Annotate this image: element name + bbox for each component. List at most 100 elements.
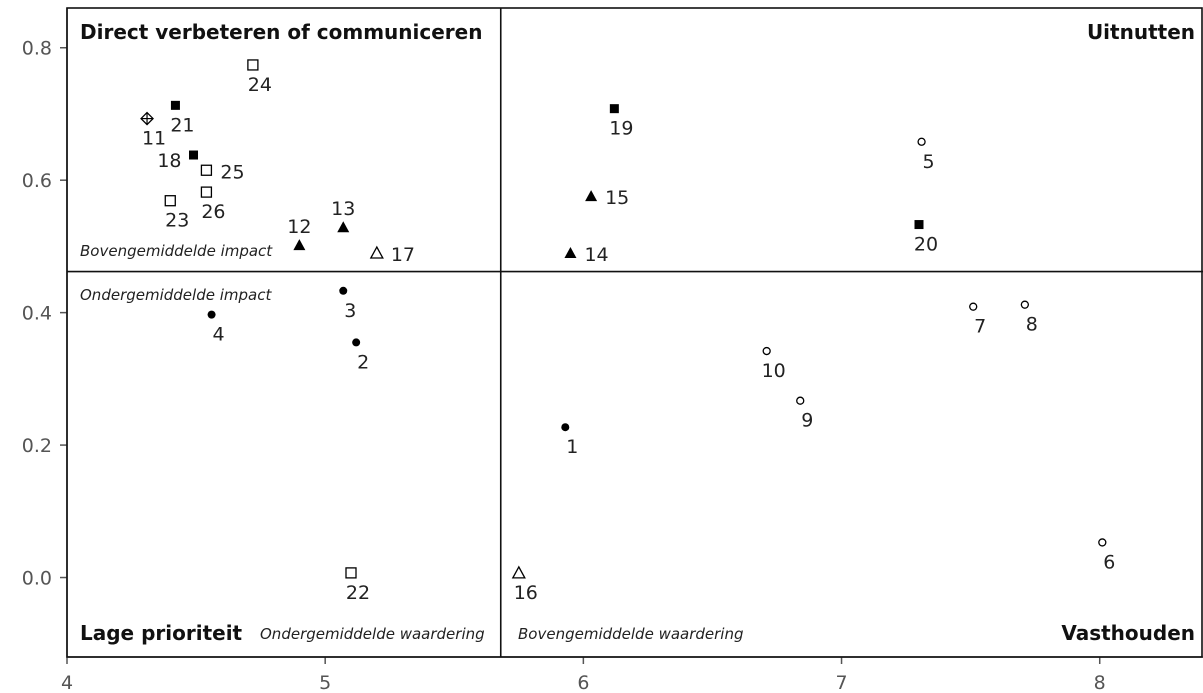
marker-filled-triangle	[564, 247, 577, 259]
data-point-9: 9	[796, 396, 813, 432]
marker-open-circle	[1098, 538, 1107, 547]
marker-open-square	[164, 195, 176, 207]
data-point-4: 4	[207, 310, 225, 346]
plot-frame	[66, 7, 1203, 658]
marker-open-circle	[969, 302, 978, 311]
data-point-label: 16	[514, 582, 538, 604]
data-point-label: 17	[391, 244, 415, 266]
marker-filled-circle	[207, 310, 216, 319]
data-point-label: 20	[914, 234, 938, 256]
data-point-13: 13	[331, 198, 355, 233]
note-below-average-rating: Ondergemiddelde waardering	[260, 625, 485, 643]
data-point-19: 19	[609, 104, 633, 140]
marker-open-square	[247, 59, 259, 71]
marker-filled-circle	[561, 423, 570, 432]
data-point-11: 11	[140, 111, 166, 150]
data-point-label: 5	[923, 151, 935, 173]
data-point-10: 10	[762, 346, 786, 382]
note-above-average-rating: Bovengemiddelde waardering	[518, 625, 744, 643]
data-point-7: 7	[969, 302, 986, 338]
data-point-label: 3	[344, 300, 356, 322]
y-tick-label: 0.8	[22, 38, 52, 60]
marker-filled-triangle	[337, 221, 350, 233]
quadrant-title-bottom-right: Vasthouden	[1061, 621, 1195, 645]
data-point-21: 21	[170, 100, 195, 136]
quadrant-title-top-right: Uitnutten	[1087, 20, 1195, 44]
data-point-20: 20	[914, 220, 938, 256]
data-point-label: 1	[566, 436, 578, 458]
marker-filled-square	[609, 104, 619, 114]
data-point-label: 13	[331, 198, 355, 220]
data-point-5: 5	[917, 137, 935, 173]
y-tick-label: 0.2	[22, 435, 52, 457]
data-point-label: 14	[584, 244, 608, 266]
data-point-3: 3	[339, 286, 356, 322]
marker-open-circle	[762, 346, 771, 356]
data-point-12: 12	[287, 216, 311, 251]
data-point-2: 2	[352, 338, 369, 373]
data-point-label: 15	[605, 187, 629, 209]
data-point-label: 26	[201, 201, 225, 223]
y-tick-label: 0.6	[22, 170, 52, 192]
data-point-label: 7	[974, 316, 986, 338]
x-tick-label: 5	[319, 672, 331, 693]
marker-filled-circle	[339, 286, 348, 295]
marker-filled-square	[170, 100, 180, 110]
y-tick-label: 0.0	[22, 568, 52, 590]
data-point-16: 16	[511, 565, 538, 604]
x-tick-label: 4	[61, 672, 73, 693]
data-point-17: 17	[369, 244, 415, 266]
marker-open-circle	[1020, 300, 1030, 309]
data-point-label: 21	[170, 114, 194, 136]
marker-open-triangle	[369, 245, 384, 259]
data-point-label: 24	[248, 74, 272, 96]
x-tick-label: 6	[577, 672, 589, 693]
y-tick-label: 0.4	[22, 303, 52, 325]
quadrant-title-top-left: Direct verbeteren of communiceren	[80, 20, 482, 44]
data-point-label: 22	[346, 582, 370, 604]
data-point-label: 9	[801, 410, 813, 432]
data-point-6: 6	[1098, 538, 1115, 573]
data-point-label: 12	[287, 216, 311, 238]
data-point-label: 10	[762, 360, 786, 382]
data-point-1: 1	[561, 423, 578, 458]
marker-filled-triangle	[293, 239, 306, 251]
data-point-25: 25	[200, 161, 245, 183]
quadrant-title-bottom-left: Lage prioriteit	[80, 621, 243, 645]
data-point-label: 4	[213, 324, 225, 346]
data-point-label: 2	[357, 351, 369, 373]
data-point-14: 14	[564, 244, 609, 266]
marker-open-square	[345, 567, 357, 579]
data-point-label: 18	[157, 150, 181, 172]
data-point-22: 22	[345, 567, 370, 604]
x-tick-label: 8	[1094, 672, 1106, 693]
marker-filled-circle	[352, 338, 361, 347]
marker-filled-square	[189, 150, 199, 160]
data-point-8: 8	[1020, 300, 1038, 336]
data-point-18: 18	[157, 150, 199, 172]
marker-open-triangle	[511, 565, 526, 579]
data-point-24: 24	[247, 59, 272, 96]
data-point-26: 26	[200, 186, 226, 223]
data-point-label: 8	[1026, 314, 1038, 336]
data-point-label: 19	[609, 118, 633, 140]
data-point-label: 25	[220, 161, 244, 183]
data-point-label: 23	[165, 210, 189, 232]
marker-filled-square	[914, 220, 924, 230]
note-below-average-impact: Ondergemiddelde impact	[80, 286, 272, 304]
marker-filled-triangle	[585, 190, 598, 202]
quadrant-border	[66, 7, 1203, 658]
data-point-label: 6	[1103, 551, 1115, 573]
note-above-average-impact: Bovengemiddelde impact	[80, 242, 273, 260]
data-point-label: 11	[142, 128, 166, 150]
quadrant-annotations: Direct verbeteren of communiceren Uitnut…	[80, 20, 1195, 645]
x-tick-label: 7	[835, 672, 847, 693]
marker-open-circle	[917, 137, 926, 146]
data-point-23: 23	[164, 195, 189, 232]
marker-open-square	[200, 164, 213, 176]
marker-open-square	[200, 186, 213, 198]
data-point-15: 15	[585, 187, 629, 209]
marker-open-circle	[796, 396, 805, 405]
